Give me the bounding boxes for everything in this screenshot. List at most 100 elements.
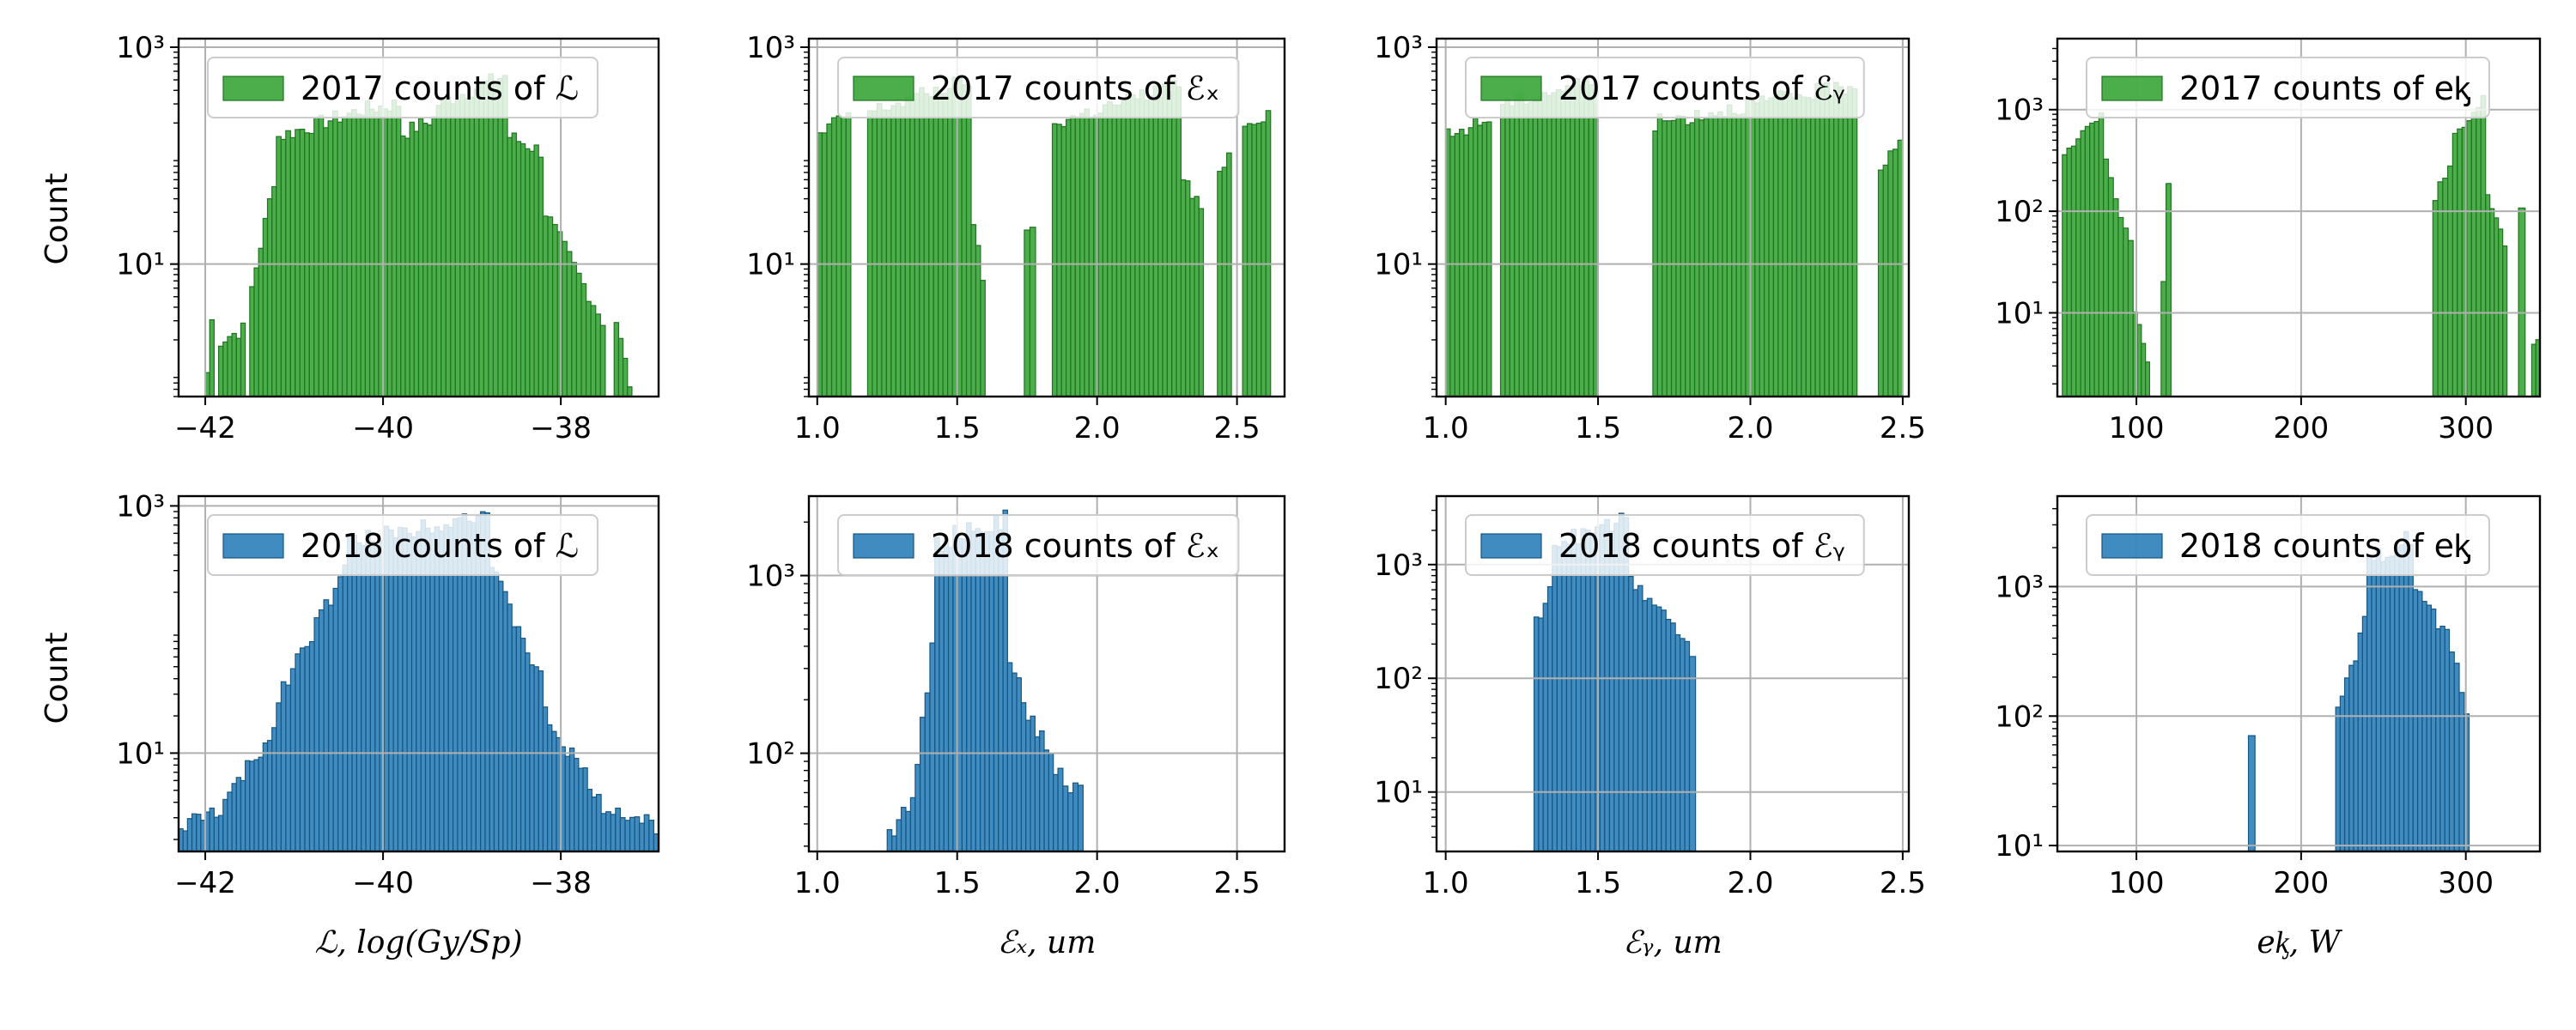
histogram-bar: [1162, 82, 1168, 397]
axes-frame: [2056, 37, 2542, 398]
axes-frame: [1435, 37, 1911, 398]
histogram-bar: [1024, 229, 1031, 397]
histogram-bar: [2394, 547, 2400, 851]
histogram-bar: [360, 114, 366, 397]
histogram-bar: [2080, 130, 2086, 397]
histogram-bar: [332, 587, 339, 851]
legend-label: 2018 counts of eᶄ: [2179, 527, 2470, 565]
histogram-bar: [2066, 147, 2073, 397]
histogram-bar: [590, 305, 597, 397]
bars-p-2018-L: [179, 511, 659, 851]
histogram-bar: [1768, 97, 1775, 397]
histogram-bar: [1656, 113, 1663, 397]
histogram-bar: [841, 116, 847, 397]
axes-frame: [807, 494, 1286, 853]
histogram-bar: [323, 599, 330, 851]
histogram-bar: [328, 604, 334, 851]
histogram-bar: [478, 82, 485, 397]
histogram-bar: [1057, 767, 1064, 851]
histogram-bar: [1585, 530, 1591, 851]
histogram-bar: [396, 106, 402, 397]
histogram-bar: [2426, 604, 2433, 851]
histogram-bar: [191, 813, 197, 851]
histogram-bar: [1030, 715, 1036, 851]
histogram-bar: [551, 223, 558, 397]
histogram-bar: [2494, 217, 2500, 397]
legend-p-2017-ec: 2017 counts of eᶄ: [2086, 57, 2490, 118]
histogram-bar: [610, 814, 617, 851]
histogram-bar: [622, 357, 629, 397]
histogram-bar: [2348, 664, 2354, 851]
histogram-bar: [1221, 167, 1228, 397]
panel-p-2018-ec: 100 200 300 10¹ 10² 10³ 2018 counts of eᶄ eᶄ, W: [1995, 494, 2542, 960]
histogram-bar: [830, 117, 837, 397]
histogram-bar: [222, 798, 228, 851]
histogram-bar: [276, 702, 282, 851]
histogram-bar: [1735, 114, 1742, 397]
histogram-bar: [595, 793, 602, 851]
legend-box: [837, 514, 1240, 576]
histogram-bar: [2103, 158, 2110, 397]
histogram-bar: [975, 245, 981, 397]
histogram-bar: [1459, 129, 1465, 397]
histogram-bar: [965, 85, 972, 397]
histogram-bar: [909, 99, 915, 397]
histogram-bar: [1688, 656, 1697, 851]
histogram-bar: [2127, 239, 2134, 397]
histogram-bar: [280, 138, 287, 397]
histogram-bar: [939, 551, 945, 851]
histogram-bar: [209, 318, 216, 397]
histogram-bar: [1533, 616, 1540, 851]
histogram-bar: [1708, 112, 1714, 397]
histogram-bar: [196, 814, 202, 851]
x-tick-label: 300: [2438, 866, 2494, 900]
histogram-bar: [929, 642, 936, 851]
x-tick-label: 1.5: [934, 866, 981, 900]
histogram-bar: [619, 817, 626, 851]
histogram-bar: [1814, 82, 1821, 397]
histogram-bar: [891, 835, 897, 851]
x-tick-label: 100: [2109, 411, 2165, 445]
histogram-bar: [2432, 200, 2439, 397]
histogram-bar: [575, 272, 582, 397]
histogram-bar: [1838, 86, 1844, 397]
histogram-bar: [1556, 546, 1563, 851]
histogram-bar: [529, 150, 535, 397]
y-tick-label: 10³: [1995, 570, 2044, 604]
legend-p-2018-ec: 2018 counts of eᶄ: [2086, 514, 2490, 576]
histogram-bar: [525, 148, 531, 397]
x-tick-label: 2.5: [1880, 866, 1926, 900]
y-tick-label: 10¹: [1374, 248, 1423, 282]
histogram-bar: [904, 96, 911, 397]
x-tick-label: 2.5: [1214, 866, 1261, 900]
histogram-bar: [2062, 154, 2068, 397]
histogram-bar: [369, 541, 376, 851]
histogram-bar: [450, 103, 456, 397]
panel-p-2017-L: −42 −40 −38 10¹ 10³ 2017 counts of ℒ: [116, 31, 660, 445]
histogram-bar: [2089, 122, 2095, 397]
axes-frame: [2056, 494, 2542, 853]
x-tick-label: 2.0: [1074, 411, 1121, 445]
histogram-bar: [424, 527, 431, 851]
histogram-bar: [1148, 95, 1154, 397]
histogram-bar: [213, 816, 220, 851]
histogram-bar: [586, 789, 592, 851]
histogram-bar: [890, 105, 896, 397]
histogram-bar: [2535, 339, 2540, 397]
histogram-bar: [431, 116, 437, 397]
histogram-bar: [271, 727, 277, 851]
histogram-bar: [262, 217, 269, 397]
legend-p-2018-Ex: 2018 counts of ℰₓ: [837, 514, 1240, 576]
legend-label: 2018 counts of ℰᵧ: [1558, 527, 1845, 565]
histogram-bar: [1121, 97, 1127, 397]
histogram-bar: [1107, 100, 1113, 397]
histogram-bar: [2485, 194, 2491, 397]
legend-p-2017-Ey: 2017 counts of ℰᵧ: [1465, 57, 1865, 118]
histogram-bar: [547, 724, 553, 851]
histogram-bar: [2480, 94, 2487, 397]
histogram-bar: [1787, 93, 1793, 397]
histogram-bar: [1194, 196, 1200, 397]
histogram-bar: [1176, 86, 1182, 397]
histogram-bar: [289, 668, 296, 851]
bars-p-2017-ec: [2062, 94, 2540, 397]
